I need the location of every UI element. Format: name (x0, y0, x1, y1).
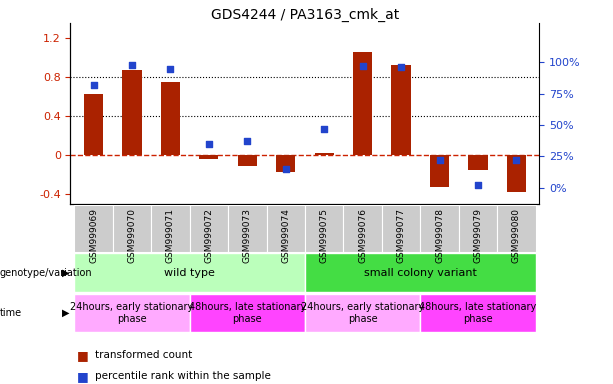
Text: 48hours, late stationary
phase: 48hours, late stationary phase (189, 302, 306, 324)
Bar (74, 294, 189, 332)
Bar (305, 205, 343, 252)
Text: GSM999080: GSM999080 (512, 208, 521, 263)
Bar (497, 205, 536, 252)
Point (435, 157, 444, 163)
Point (358, 63, 368, 69)
Text: GSM999070: GSM999070 (128, 208, 137, 263)
Bar (343, 205, 382, 252)
Bar (421, 205, 459, 252)
Text: GSM999075: GSM999075 (320, 208, 329, 263)
Bar (161, 81, 180, 155)
Point (511, 157, 521, 163)
Point (319, 126, 329, 132)
Point (242, 138, 252, 144)
Text: GSM999071: GSM999071 (166, 208, 175, 263)
Text: 48hours, late stationary
phase: 48hours, late stationary phase (419, 302, 536, 324)
Bar (468, 155, 487, 170)
Bar (430, 155, 449, 187)
Bar (189, 205, 228, 252)
Bar (382, 205, 421, 252)
Text: transformed count: transformed count (95, 350, 192, 360)
Bar (459, 205, 497, 252)
Text: GSM999078: GSM999078 (435, 208, 444, 263)
Point (166, 66, 175, 72)
Text: ▶: ▶ (63, 268, 70, 278)
Text: GSM999077: GSM999077 (397, 208, 406, 263)
Point (127, 62, 137, 68)
Text: percentile rank within the sample: percentile rank within the sample (95, 371, 271, 381)
Text: genotype/variation: genotype/variation (0, 268, 93, 278)
Point (396, 64, 406, 70)
Text: time: time (0, 308, 22, 318)
Text: ■: ■ (77, 370, 88, 383)
Point (473, 182, 483, 189)
Bar (305, 294, 421, 332)
Text: 24hours, early stationary
phase: 24hours, early stationary phase (70, 302, 194, 324)
Point (281, 166, 291, 172)
Point (204, 141, 214, 147)
Text: GSM999074: GSM999074 (281, 208, 290, 263)
Text: small colony variant: small colony variant (364, 268, 477, 278)
Bar (353, 52, 372, 155)
Bar (421, 294, 536, 332)
Bar (74, 253, 305, 292)
Text: 24hours, early stationary
phase: 24hours, early stationary phase (301, 302, 424, 324)
Text: GSM999072: GSM999072 (204, 208, 213, 263)
Text: GSM999079: GSM999079 (473, 208, 482, 263)
Text: ▶: ▶ (63, 308, 70, 318)
Bar (199, 155, 218, 159)
Title: GDS4244 / PA3163_cmk_at: GDS4244 / PA3163_cmk_at (211, 8, 399, 22)
Bar (74, 205, 113, 252)
Bar (228, 205, 267, 252)
Text: GSM999069: GSM999069 (89, 208, 98, 263)
Bar (151, 205, 189, 252)
Bar (305, 253, 536, 292)
Bar (507, 155, 526, 192)
Bar (189, 294, 305, 332)
Bar (113, 205, 151, 252)
Bar (84, 94, 103, 155)
Bar (123, 70, 142, 155)
Bar (276, 155, 295, 172)
Text: ■: ■ (77, 349, 88, 362)
Text: GSM999073: GSM999073 (243, 208, 252, 263)
Bar (238, 155, 257, 166)
Point (89, 82, 99, 88)
Bar (392, 65, 411, 155)
Text: wild type: wild type (164, 268, 215, 278)
Bar (314, 153, 334, 155)
Text: GSM999076: GSM999076 (358, 208, 367, 263)
Bar (267, 205, 305, 252)
